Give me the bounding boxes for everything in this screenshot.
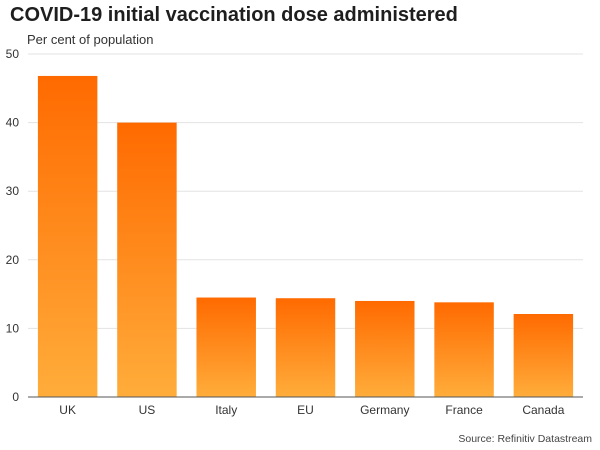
y-tick-label: 20 [6, 253, 20, 267]
y-axis-ticks: 0 10 20 30 40 50 [6, 47, 20, 404]
x-tick-label: EU [297, 403, 314, 417]
bar-germany [355, 300, 415, 397]
chart-subtitle: Per cent of population [27, 32, 154, 47]
x-tick-label: UK [59, 403, 76, 417]
bar-eu [275, 298, 336, 397]
bar-uk [37, 75, 98, 398]
bar-canada [513, 313, 574, 397]
x-tick-label: Italy [215, 403, 237, 417]
x-tick-label: Germany [360, 403, 409, 417]
y-tick-label: 40 [6, 116, 20, 130]
x-tick-label: Canada [522, 403, 564, 417]
y-tick-label: 0 [12, 390, 19, 404]
x-tick-label: US [139, 403, 156, 417]
bar-us [117, 122, 177, 397]
y-tick-label: 30 [6, 184, 20, 198]
bar-france [434, 302, 494, 397]
x-axis-ticks: UK US Italy EU Germany France Canada [59, 403, 564, 417]
grid-lines [28, 53, 583, 329]
chart-title: COVID-19 initial vaccination dose admini… [10, 4, 458, 26]
y-tick-label: 10 [6, 321, 20, 335]
y-tick-label: 50 [6, 47, 20, 61]
bar-italy [196, 297, 256, 397]
x-tick-label: France [445, 403, 483, 417]
source-note: Source: Refinitiv Datastream [458, 433, 592, 445]
bars [37, 75, 574, 398]
